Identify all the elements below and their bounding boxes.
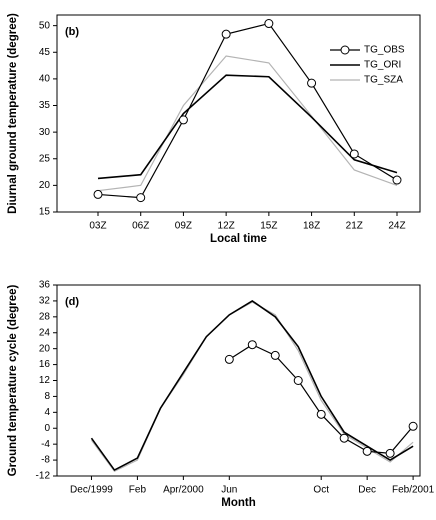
y-tick-label: 16 [39, 359, 51, 370]
marker [221, 29, 231, 39]
y-tick-label: 0 [44, 423, 50, 434]
y-tick-label: 50 [39, 20, 51, 31]
y-tick-label: 20 [39, 343, 51, 354]
x-tick-label: Apr/2000 [163, 485, 204, 496]
plot-frame [56, 14, 421, 213]
y-tick-label: 40 [39, 74, 51, 85]
marker [349, 149, 359, 159]
marker [178, 115, 188, 125]
legend-label: TG_SZA [364, 75, 403, 86]
y-tick-label: 45 [39, 47, 51, 58]
x-tick-label: 09Z [175, 221, 192, 232]
marker [392, 175, 402, 185]
y-tick-label: 15 [39, 207, 51, 218]
series-line [90, 301, 414, 472]
x-tick-label: Feb/2001 [392, 485, 435, 496]
marker [136, 193, 146, 203]
marker [339, 433, 349, 443]
marker [93, 189, 103, 199]
marker [408, 421, 418, 431]
y-tick-label: 30 [39, 127, 51, 138]
x-tick-label: 18Z [303, 221, 320, 232]
marker [264, 19, 274, 29]
legend-label: TG_ORI [364, 60, 401, 71]
panel-label: (b) [65, 26, 79, 38]
marker [362, 446, 372, 456]
y-tick-label: 24 [39, 327, 51, 338]
y-tick-label: 12 [39, 375, 51, 386]
x-tick-label: 24Z [388, 221, 405, 232]
y-tick-label: 32 [39, 296, 51, 307]
marker [270, 350, 280, 360]
x-tick-label: Oct [313, 485, 329, 496]
x-tick-label: 03Z [89, 221, 106, 232]
y-axis-title: Ground temperature cycle (degree) [7, 284, 19, 476]
series-line [90, 299, 414, 472]
x-tick-label: Dec [358, 485, 376, 496]
legend-label: TG_OBS [364, 45, 405, 56]
x-tick-label: 21Z [346, 221, 363, 232]
legend-marker [340, 45, 350, 55]
x-axis-title: Month [221, 497, 255, 509]
x-axis-title: Local time [210, 233, 267, 245]
y-axis-title: Diurnal ground temperature (degree) [7, 13, 19, 214]
y-tick-label: 36 [39, 280, 51, 291]
y-tick-label: -12 [36, 471, 51, 482]
marker [247, 340, 257, 350]
x-tick-label: Dec/1999 [70, 485, 113, 496]
series-line [97, 74, 398, 180]
x-tick-label: Jun [221, 485, 237, 496]
marker [307, 78, 317, 88]
x-tick-label: 06Z [132, 221, 149, 232]
y-tick-label: 8 [44, 391, 50, 402]
y-tick-label: 25 [39, 153, 51, 164]
x-tick-label: 12Z [218, 221, 235, 232]
x-tick-label: 15Z [260, 221, 277, 232]
marker [385, 448, 395, 458]
marker [316, 409, 326, 419]
series-line [97, 55, 398, 192]
marker [224, 354, 234, 364]
marker [293, 376, 303, 385]
y-tick-label: 4 [44, 407, 50, 418]
panel-label: (d) [65, 296, 79, 308]
x-tick-label: Feb [129, 485, 147, 496]
y-tick-label: -4 [41, 439, 50, 450]
y-tick-label: 28 [39, 311, 51, 322]
series-line [97, 22, 398, 199]
y-tick-label: -8 [41, 455, 50, 466]
y-tick-label: 20 [39, 180, 51, 191]
y-tick-label: 35 [39, 100, 51, 111]
